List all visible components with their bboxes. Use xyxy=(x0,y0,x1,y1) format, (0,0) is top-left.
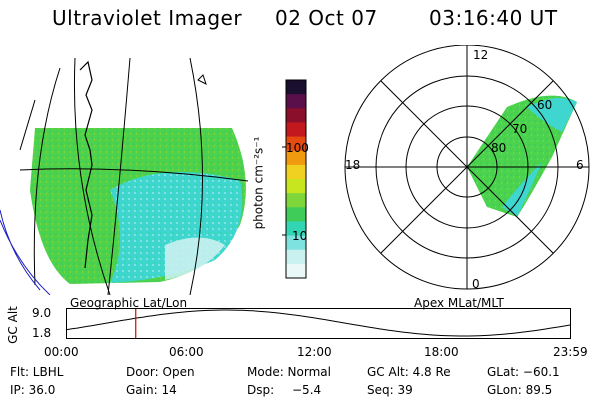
colorbar-band xyxy=(286,263,306,279)
colorbar-band xyxy=(286,150,306,166)
colorbar-unit-label: photon cm⁻²s⁻¹ xyxy=(251,136,266,230)
dsp-value: −5.4 xyxy=(292,383,322,397)
colorbar-band xyxy=(286,136,306,152)
observation-date: 02 Oct 07 xyxy=(275,6,378,30)
observation-time: 03:16:40 UT xyxy=(429,6,558,30)
time-tick-2359: 23:59 xyxy=(553,345,588,359)
altitude-timeline xyxy=(66,308,571,339)
instrument-title: Ultraviolet Imager xyxy=(52,6,243,30)
geographic-map xyxy=(0,57,249,295)
ip-info: IP: 36.0 xyxy=(10,383,56,397)
colorbar-band xyxy=(286,179,306,194)
glat-info: GLat: −60.1 xyxy=(487,365,560,379)
mlt-label-18: 18 xyxy=(345,158,361,172)
mlat-label-60: 60 xyxy=(537,98,553,112)
colorbar-band xyxy=(286,207,306,222)
mlat-label-80: 80 xyxy=(491,141,507,155)
colorbar-band xyxy=(286,249,306,265)
alt-tick-low: 1.8 xyxy=(32,326,52,340)
color-scale xyxy=(282,79,307,279)
door-info: Door: Open xyxy=(126,365,195,379)
mlt-label-12: 12 xyxy=(473,48,489,62)
polar-panel-label: Apex MLat/MLT xyxy=(414,296,504,310)
earth-limb xyxy=(0,209,51,295)
gc-alt-info: GC Alt: 4.8 Re xyxy=(367,365,451,379)
colorbar-band xyxy=(286,94,306,109)
colorbar-band xyxy=(286,122,306,138)
colorbar-tick-10: 10 xyxy=(292,229,308,243)
glon-info: GLon: 89.5 xyxy=(487,383,553,397)
mode-info: Mode: Normal xyxy=(247,365,331,379)
colorbar-band xyxy=(286,164,306,180)
mlat-label-70: 70 xyxy=(512,122,528,136)
mlt-label-0: 0 xyxy=(472,277,480,291)
dsp-label: Dsp: xyxy=(247,383,275,397)
colorbar-band xyxy=(286,108,306,123)
gain-info: Gain: 14 xyxy=(126,383,177,397)
lat-lon-grid xyxy=(19,57,249,295)
colorbar-band xyxy=(286,80,306,95)
colorbar-tick-100: 100 xyxy=(286,141,309,155)
polar-plot xyxy=(344,45,590,290)
mlt-label-6: 6 xyxy=(576,158,584,172)
colorbar-band xyxy=(286,221,306,237)
time-tick-0600: 06:00 xyxy=(169,345,204,359)
alt-tick-high: 9.0 xyxy=(32,306,52,320)
color-scale-bar xyxy=(286,80,306,279)
time-tick-1800: 18:00 xyxy=(424,345,459,359)
colorbar-band xyxy=(286,193,306,208)
time-tick-0000: 00:00 xyxy=(44,345,79,359)
polar-aurora-patch xyxy=(467,95,577,217)
altitude-curve xyxy=(66,309,571,337)
gc-alt-axis-label: GC Alt xyxy=(5,306,20,344)
time-tick-1200: 12:00 xyxy=(297,345,332,359)
geo-panel-label: Geographic Lat/Lon xyxy=(70,296,188,310)
filter-info: Flt: LBHL xyxy=(10,365,64,379)
coastline xyxy=(79,60,93,269)
colorbar-band xyxy=(286,235,306,251)
seq-info: Seq: 39 xyxy=(367,383,413,397)
